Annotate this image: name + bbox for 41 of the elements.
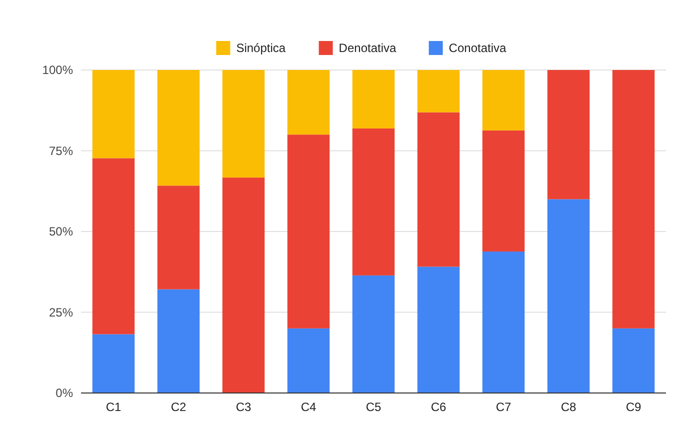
- y-tick-label: 75%: [48, 144, 74, 158]
- bar: [547, 70, 590, 200]
- bar: [547, 199, 590, 393]
- bar: [287, 134, 330, 328]
- y-tick-label: 100%: [42, 63, 74, 78]
- x-tick-label: C5: [366, 400, 382, 414]
- bar: [287, 328, 330, 393]
- x-tick-label: C9: [626, 400, 642, 414]
- bar: [92, 334, 135, 393]
- y-tick-label: 50%: [48, 224, 74, 239]
- x-tick-label: C7: [496, 400, 512, 414]
- bar: [417, 70, 460, 112]
- legend-label: Conotativa: [448, 41, 506, 56]
- bar: [417, 266, 460, 393]
- bar: [417, 112, 460, 267]
- legend-label: Denotativa: [338, 41, 396, 56]
- bar: [287, 70, 330, 135]
- x-tick-label: C6: [430, 400, 446, 414]
- x-tick-label: C3: [236, 400, 252, 414]
- x-tick-label: C8: [560, 400, 576, 414]
- bar: [92, 70, 135, 158]
- bar: [157, 70, 200, 186]
- bar: [157, 289, 200, 393]
- bar: [482, 130, 525, 252]
- y-tick-label: 25%: [48, 305, 74, 320]
- bar: [92, 158, 135, 334]
- bar: [157, 186, 200, 290]
- bar: [222, 70, 265, 178]
- bar: [352, 275, 395, 393]
- y-tick-label: 0%: [56, 386, 74, 400]
- bar: [612, 70, 655, 328]
- x-tick-label: C4: [300, 400, 316, 414]
- bar: [482, 252, 525, 393]
- bar: [222, 178, 265, 393]
- x-tick-label: C1: [106, 400, 122, 414]
- bar: [482, 70, 525, 130]
- x-tick-label: C2: [170, 400, 186, 414]
- bar: [352, 70, 395, 128]
- legend-label: Sinóptica: [236, 41, 286, 56]
- bar: [352, 128, 395, 276]
- bar: [612, 328, 655, 393]
